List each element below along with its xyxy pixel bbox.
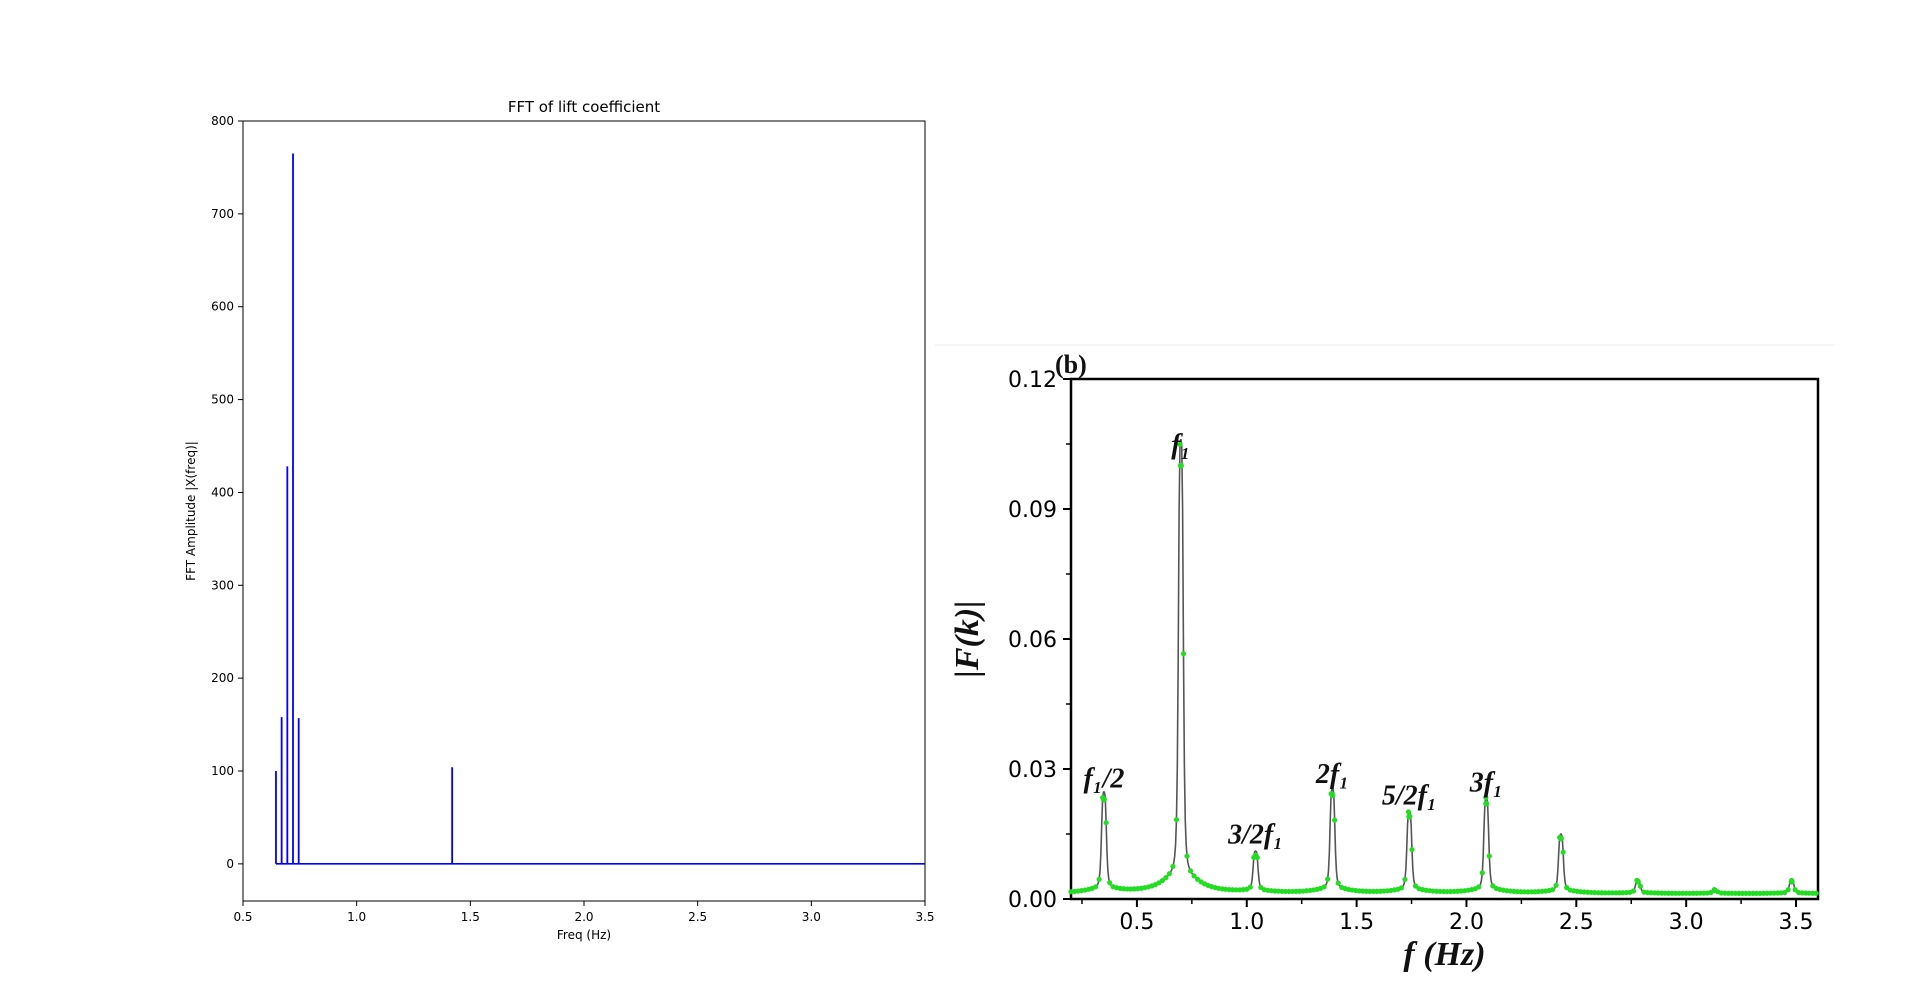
right-peak-annotation-label: 3f₁ <box>1469 768 1503 799</box>
right-spectrum-marker <box>1096 876 1102 882</box>
right-peak-annotation-label: 5/2f₁ <box>1382 781 1437 812</box>
right-spectrum-marker <box>1107 880 1113 886</box>
right-spectrum-markers <box>1068 441 1819 897</box>
right-spectrum-marker <box>1405 809 1412 815</box>
left-x-tick-label: 1.5 <box>461 910 480 924</box>
right-x-tick-label: 2.0 <box>1449 910 1484 935</box>
right-spectrum-marker <box>1159 877 1165 884</box>
left-x-tick-label: 2.5 <box>688 910 707 924</box>
right-x-tick-label: 0.5 <box>1119 910 1154 935</box>
right-x-axis-label: f (Hz) <box>1403 936 1485 973</box>
left-x-tick-label: 2.0 <box>574 910 593 924</box>
right-spectrum-marker <box>1553 882 1559 888</box>
right-spectrum-marker <box>1398 885 1405 891</box>
left-x-tick-label: 3.0 <box>802 910 821 924</box>
right-spectrum-marker <box>1476 884 1482 890</box>
right-spectrum-marker <box>1163 875 1169 881</box>
left-y-tick-label: 700 <box>211 207 234 221</box>
right-x-tick-label: 3.0 <box>1669 910 1704 935</box>
right-peak-marker <box>1406 813 1413 820</box>
right-spectrum-marker <box>1177 441 1183 447</box>
right-x-tick-label: 2.5 <box>1559 910 1594 935</box>
right-axis-ticks: 0.5 1.0 1.5 2.0 2.5 3.0 3.5 0.00 0.03 0.06 0.09 0.1… <box>1008 368 1814 935</box>
left-y-tick-label: 400 <box>211 485 234 499</box>
left-plot-frame <box>242 120 926 902</box>
right-y-tick-label: 0.00 <box>1008 888 1057 913</box>
right-spectrum-marker <box>1103 820 1109 826</box>
right-spectrum-marker <box>1187 868 1194 874</box>
right-spectrum-marker <box>1792 887 1798 893</box>
right-spectrum-marker <box>1479 870 1485 876</box>
right-peak-marker <box>1711 887 1718 894</box>
left-axis-ticks: 0.5 1.0 1.5 2.0 2.5 3.0 3.5 0 100 200 300 400 500 600… <box>211 114 934 924</box>
left-x-axis-label: Freq (Hz) <box>557 928 611 942</box>
right-spectrum-marker <box>1813 890 1819 896</box>
right-peak-marker <box>1329 792 1336 798</box>
left-x-tick-label: 3.5 <box>915 910 934 924</box>
right-spectrum-marker <box>1409 846 1415 853</box>
left-y-tick-label: 200 <box>211 671 234 685</box>
right-spectrum-marker <box>1412 883 1419 889</box>
left-y-tick-label: 100 <box>211 764 234 778</box>
left-stem-marks <box>275 153 925 865</box>
left-x-tick-label: 1.0 <box>347 910 366 924</box>
right-spectrum-marker <box>1173 817 1180 823</box>
right-spectrum-marker <box>1486 853 1492 859</box>
right-x-tick-label: 3.5 <box>1779 910 1814 935</box>
right-peak-marker <box>1788 878 1795 885</box>
right-spectrum-marker <box>1560 849 1566 855</box>
right-spectrum-line <box>1070 438 1819 895</box>
left-y-axis-label: FFT Amplitude |X(freq)| <box>184 441 198 581</box>
right-spectrum-marker <box>1549 887 1556 893</box>
right-peak-annotation-label: f₁ <box>1171 430 1190 461</box>
right-peak-annotations: f₁/2 f₁ 3/2f₁ 2f₁ 5/2f₁ 3f₁ <box>1084 430 1503 851</box>
right-peak-marker <box>1100 796 1107 803</box>
right-spectrum-marker <box>1483 794 1489 800</box>
right-spectrum-marker <box>1184 853 1190 859</box>
right-spectrum-marker <box>1321 884 1327 890</box>
right-peak-annotation-label: f₁/2 <box>1084 763 1125 794</box>
right-spectrum-marker <box>1093 884 1099 890</box>
right-y-tick-label: 0.06 <box>1008 628 1057 653</box>
right-y-tick-label: 0.03 <box>1008 758 1057 783</box>
right-peak-marker <box>1252 852 1259 859</box>
right-spectrum-marker <box>1785 887 1791 893</box>
right-spectrum-marker <box>1782 889 1788 896</box>
right-chart-spectrum-b: (b) f (Hz) |F(k)| 0.5 1.0 1.5 2.0 2.5 3.0 3.50… <box>949 350 1820 973</box>
left-y-tick-label: 0 <box>226 857 234 871</box>
left-x-tick-label: 0.5 <box>233 910 252 924</box>
left-y-tick-label: 600 <box>211 300 234 314</box>
right-spectrum-marker <box>1325 876 1331 882</box>
right-peak-marker <box>1177 462 1184 469</box>
right-spectrum-marker <box>1191 873 1197 879</box>
right-spectrum-marker <box>1332 817 1338 823</box>
right-peak-annotation-label: 3/2f₁ <box>1227 820 1283 851</box>
right-peak-marker <box>1634 878 1641 885</box>
right-peak-annotation-label: 2f₁ <box>1315 759 1349 790</box>
left-y-tick-label: 800 <box>211 114 234 128</box>
right-y-tick-label: 0.12 <box>1008 368 1057 393</box>
left-chart-title: FFT of lift coefficient <box>508 98 660 116</box>
right-y-axis-label: |F(k)| <box>949 600 986 677</box>
right-peak-marker <box>1483 800 1490 807</box>
right-spectrum-marker <box>1247 884 1253 890</box>
right-spectrum-marker <box>1166 871 1173 877</box>
right-spectrum-marker <box>1170 863 1176 869</box>
right-spectrum-marker <box>1180 651 1187 657</box>
right-panel-label: (b) <box>1055 350 1087 379</box>
left-y-tick-label: 500 <box>211 393 234 407</box>
right-spectrum-marker <box>1630 888 1637 894</box>
right-spectrum-marker <box>1402 876 1408 883</box>
right-y-tick-label: 0.09 <box>1008 498 1057 523</box>
right-x-tick-label: 1.5 <box>1339 910 1374 935</box>
right-x-tick-label: 1.0 <box>1229 910 1264 935</box>
left-chart-fft-lift: FFT of lift coefficient Freq (Hz) FFT Am… <box>184 98 935 942</box>
right-spectrum-marker <box>1335 880 1341 886</box>
left-y-tick-label: 300 <box>211 578 234 592</box>
right-spectrum-marker <box>1637 883 1644 889</box>
right-peak-marker <box>1557 835 1564 842</box>
